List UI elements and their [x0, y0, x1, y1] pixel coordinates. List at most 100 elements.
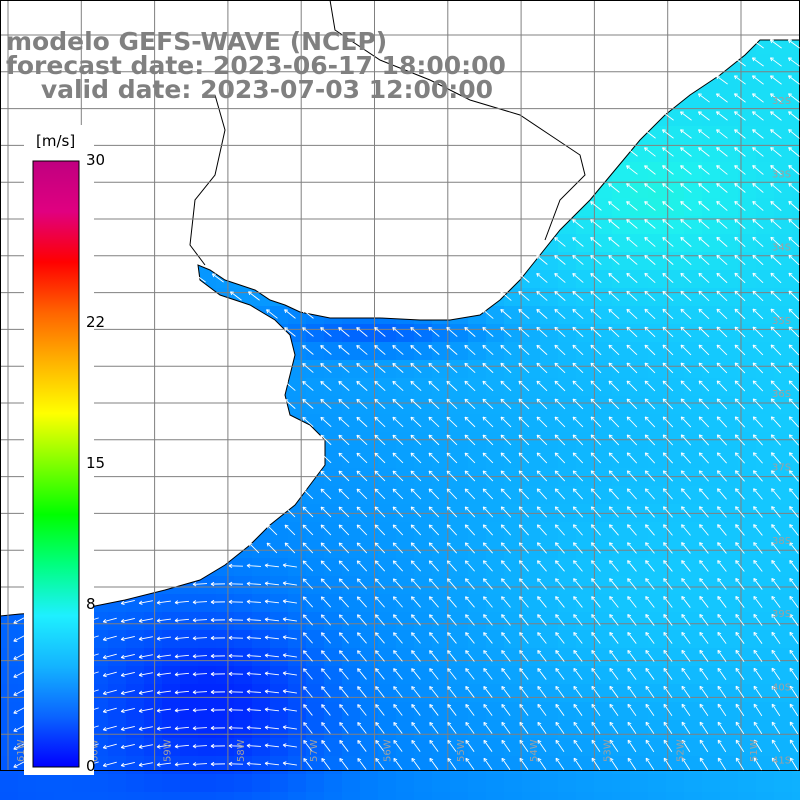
- wind-speed-cell: [576, 252, 595, 271]
- wind-speed-cell: [648, 774, 667, 793]
- wind-speed-cell: [270, 630, 289, 649]
- wind-speed-cell: [270, 684, 289, 703]
- wind-speed-cell: [54, 774, 73, 793]
- wind-speed-cell: [324, 774, 343, 793]
- wind-speed-cell: [162, 774, 181, 793]
- wind-speed-cell: [126, 774, 145, 793]
- wind-speed-cell: [378, 792, 397, 800]
- wind-speed-cell: [792, 414, 800, 433]
- wind-speed-cell: [792, 702, 800, 721]
- wind-speed-cell: [792, 342, 800, 361]
- wind-speed-cell: [630, 180, 649, 199]
- wind-speed-cell: [198, 792, 217, 800]
- wind-speed-cell: [432, 774, 451, 793]
- latitude-label: 40S: [772, 682, 791, 693]
- wind-speed-cell: [792, 540, 800, 559]
- wind-speed-cell: [702, 108, 721, 127]
- wind-speed-cell: [144, 630, 163, 649]
- wind-speed-cell: [306, 792, 325, 800]
- wind-speed-cell: [558, 252, 577, 271]
- wind-speed-cell: [630, 198, 649, 217]
- wind-speed-cell: [180, 612, 199, 631]
- wind-speed-cell: [792, 396, 800, 415]
- wind-speed-cell: [792, 450, 800, 469]
- wind-speed-cell: [468, 774, 487, 793]
- wind-speed-cell: [180, 666, 199, 685]
- wind-speed-cell: [702, 144, 721, 163]
- wind-speed-cell: [792, 324, 800, 343]
- wind-speed-cell: [90, 774, 109, 793]
- longitude-label: 58W: [236, 739, 247, 762]
- wind-speed-cell: [162, 612, 181, 631]
- wind-speed-cell: [180, 684, 199, 703]
- wind-speed-cell: [756, 72, 775, 91]
- wind-speed-cell: [558, 774, 577, 793]
- wind-speed-cell: [180, 738, 199, 757]
- wind-speed-cell: [702, 126, 721, 145]
- wind-speed-cell: [270, 702, 289, 721]
- wind-speed-cell: [684, 144, 703, 163]
- wind-speed-cell: [0, 774, 19, 793]
- wind-speed-cell: [594, 198, 613, 217]
- wind-speed-cell: [144, 666, 163, 685]
- wind-speed-cell: [720, 792, 739, 800]
- wind-speed-cell: [774, 108, 793, 127]
- wind-speed-cell: [522, 774, 541, 793]
- wind-speed-cell: [360, 792, 379, 800]
- wind-speed-cell: [576, 792, 595, 800]
- wind-speed-cell: [774, 72, 793, 91]
- wind-speed-cell: [792, 594, 800, 613]
- wind-speed-cell: [792, 432, 800, 451]
- wind-speed-cell: [720, 90, 739, 109]
- wind-speed-cell: [252, 774, 271, 793]
- wind-speed-cell: [486, 774, 505, 793]
- wind-speed-cell: [180, 594, 199, 613]
- wind-speed-cell: [720, 72, 739, 91]
- wind-speed-cell: [396, 792, 415, 800]
- wind-speed-cell: [540, 774, 559, 793]
- wind-speed-cell: [360, 774, 379, 793]
- wind-speed-cell: [774, 774, 793, 793]
- longitude-label: 52W: [676, 739, 687, 762]
- wind-speed-cell: [144, 792, 163, 800]
- wind-speed-cell: [756, 54, 775, 73]
- wind-speed-cell: [666, 144, 685, 163]
- wind-speed-cell: [666, 198, 685, 217]
- wind-speed-cell: [792, 486, 800, 505]
- wind-speed-cell: [0, 666, 19, 685]
- wind-speed-cell: [378, 324, 397, 343]
- wind-speed-cell: [612, 198, 631, 217]
- wind-speed-cell: [666, 792, 685, 800]
- wind-speed-cell: [648, 792, 667, 800]
- wind-speed-cell: [324, 342, 343, 361]
- wind-speed-cell: [414, 774, 433, 793]
- wind-speed-cell: [216, 774, 235, 793]
- wind-speed-cell: [72, 774, 91, 793]
- wind-speed-cell: [792, 738, 800, 757]
- wind-speed-cell: [792, 522, 800, 541]
- wind-speed-cell: [576, 774, 595, 793]
- longitude-label: 56W: [383, 739, 394, 762]
- wind-speed-cell: [270, 594, 289, 613]
- wind-speed-cell: [288, 774, 307, 793]
- wind-speed-cell: [90, 792, 109, 800]
- wind-speed-cell: [252, 792, 271, 800]
- wind-speed-cell: [72, 792, 91, 800]
- wind-speed-cell: [270, 774, 289, 793]
- latitude-label: 37S: [772, 463, 791, 474]
- wind-speed-cell: [720, 126, 739, 145]
- wind-speed-cell: [666, 180, 685, 199]
- wind-speed-cell: [792, 468, 800, 487]
- wind-speed-cell: [270, 756, 289, 775]
- colorbar-gradient: [33, 161, 79, 767]
- latitude-label: 41S: [772, 756, 791, 767]
- wind-speed-cell: [792, 756, 800, 775]
- wind-speed-cell: [792, 270, 800, 289]
- wind-speed-cell: [684, 162, 703, 181]
- colorbar-tick-label: 30: [86, 151, 105, 169]
- colorbar: [24, 125, 94, 775]
- wind-speed-cell: [162, 702, 181, 721]
- wind-speed-cell: [702, 162, 721, 181]
